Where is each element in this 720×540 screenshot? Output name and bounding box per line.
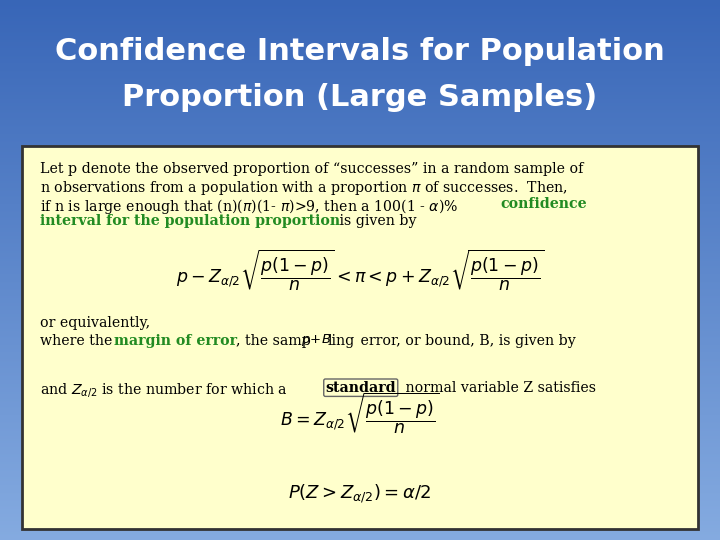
Text: Proportion (Large Samples): Proportion (Large Samples) bbox=[122, 83, 598, 112]
Text: if n is large enough that (n)($\pi$)(1- $\pi$)>9, then a 100(1 - $\alpha$)%: if n is large enough that (n)($\pi$)(1- … bbox=[40, 197, 458, 215]
Text: or equivalently,: or equivalently, bbox=[40, 316, 150, 330]
Text: error, or bound, B, is given by: error, or bound, B, is given by bbox=[356, 334, 576, 348]
Text: $P(Z > Z_{\alpha/2}) = \alpha / 2$: $P(Z > Z_{\alpha/2}) = \alpha / 2$ bbox=[288, 483, 432, 505]
Text: normal variable Z satisfies: normal variable Z satisfies bbox=[401, 381, 596, 395]
Text: $p - Z_{\alpha/2}\sqrt{\dfrac{p(1-p)}{n}} < \pi < p + Z_{\alpha/2}\sqrt{\dfrac{p: $p - Z_{\alpha/2}\sqrt{\dfrac{p(1-p)}{n}… bbox=[176, 247, 544, 293]
Text: is given by: is given by bbox=[335, 214, 416, 228]
FancyBboxPatch shape bbox=[22, 146, 698, 529]
Text: confidence: confidence bbox=[500, 197, 587, 211]
Text: Confidence Intervals for Population: Confidence Intervals for Population bbox=[55, 37, 665, 66]
Text: margin of error: margin of error bbox=[114, 334, 237, 348]
Text: $B = Z_{\alpha/2}\sqrt{\dfrac{p(1-p)}{n}}$: $B = Z_{\alpha/2}\sqrt{\dfrac{p(1-p)}{n}… bbox=[280, 390, 440, 436]
Text: where the: where the bbox=[40, 334, 117, 348]
Text: and $Z_{\alpha/2}$ is the number for which a: and $Z_{\alpha/2}$ is the number for whi… bbox=[40, 381, 288, 399]
Text: standard: standard bbox=[325, 381, 396, 395]
Text: ling: ling bbox=[328, 334, 355, 348]
Text: interval for the population proportion: interval for the population proportion bbox=[40, 214, 340, 228]
Text: $p\!+\!B$: $p\!+\!B$ bbox=[301, 332, 332, 348]
Text: Let p denote the observed proportion of “successes” in a random sample of: Let p denote the observed proportion of … bbox=[40, 162, 583, 176]
Text: n observations from a population with a proportion $\pi$ of successes.  Then,: n observations from a population with a … bbox=[40, 179, 567, 197]
Text: , the samp: , the samp bbox=[236, 334, 311, 348]
